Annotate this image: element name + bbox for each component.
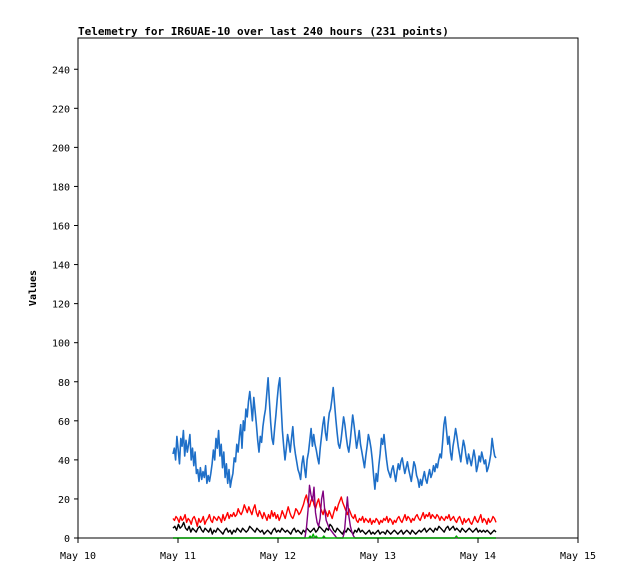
chart-title: Telemetry for IR6UAE-10 over last 240 ho… (78, 25, 449, 38)
y-tick-label: 40 (58, 456, 70, 467)
series-line-0 (172, 376, 497, 491)
y-tick-label: 100 (52, 339, 70, 350)
series-layer (172, 376, 497, 539)
y-tick-label: 0 (64, 534, 70, 545)
y-tick-label: 240 (52, 65, 70, 76)
y-tick-label: 20 (58, 495, 70, 506)
y-tick-label: 140 (52, 261, 70, 272)
y-tick-label: 200 (52, 143, 70, 154)
y-tick-label: 60 (58, 417, 70, 428)
x-tick-label: May 15 (560, 551, 596, 562)
y-tick-label: 80 (58, 378, 70, 389)
x-tick-label: May 12 (260, 551, 296, 562)
y-tick-label: 160 (52, 222, 70, 233)
x-tick-label: May 10 (60, 551, 96, 562)
y-tick-label: 220 (52, 104, 70, 115)
series-line-1 (172, 494, 497, 527)
series-line-4 (173, 533, 496, 539)
x-tick-label: May 14 (460, 551, 496, 562)
x-tick-label: May 11 (160, 551, 196, 562)
y-axis-label: Values (28, 270, 39, 306)
y-axis: 0 20 40 60 80 100 120 140 160 180 200 220 240 (52, 65, 78, 545)
series-line-2 (172, 521, 497, 535)
x-axis: May 10 May 11 May 12 May 13 May 14 May 15 (60, 538, 596, 562)
y-tick-label: 120 (52, 300, 70, 311)
y-tick-label: 180 (52, 182, 70, 193)
plot-area (77, 37, 579, 539)
x-tick-label: May 13 (360, 551, 396, 562)
